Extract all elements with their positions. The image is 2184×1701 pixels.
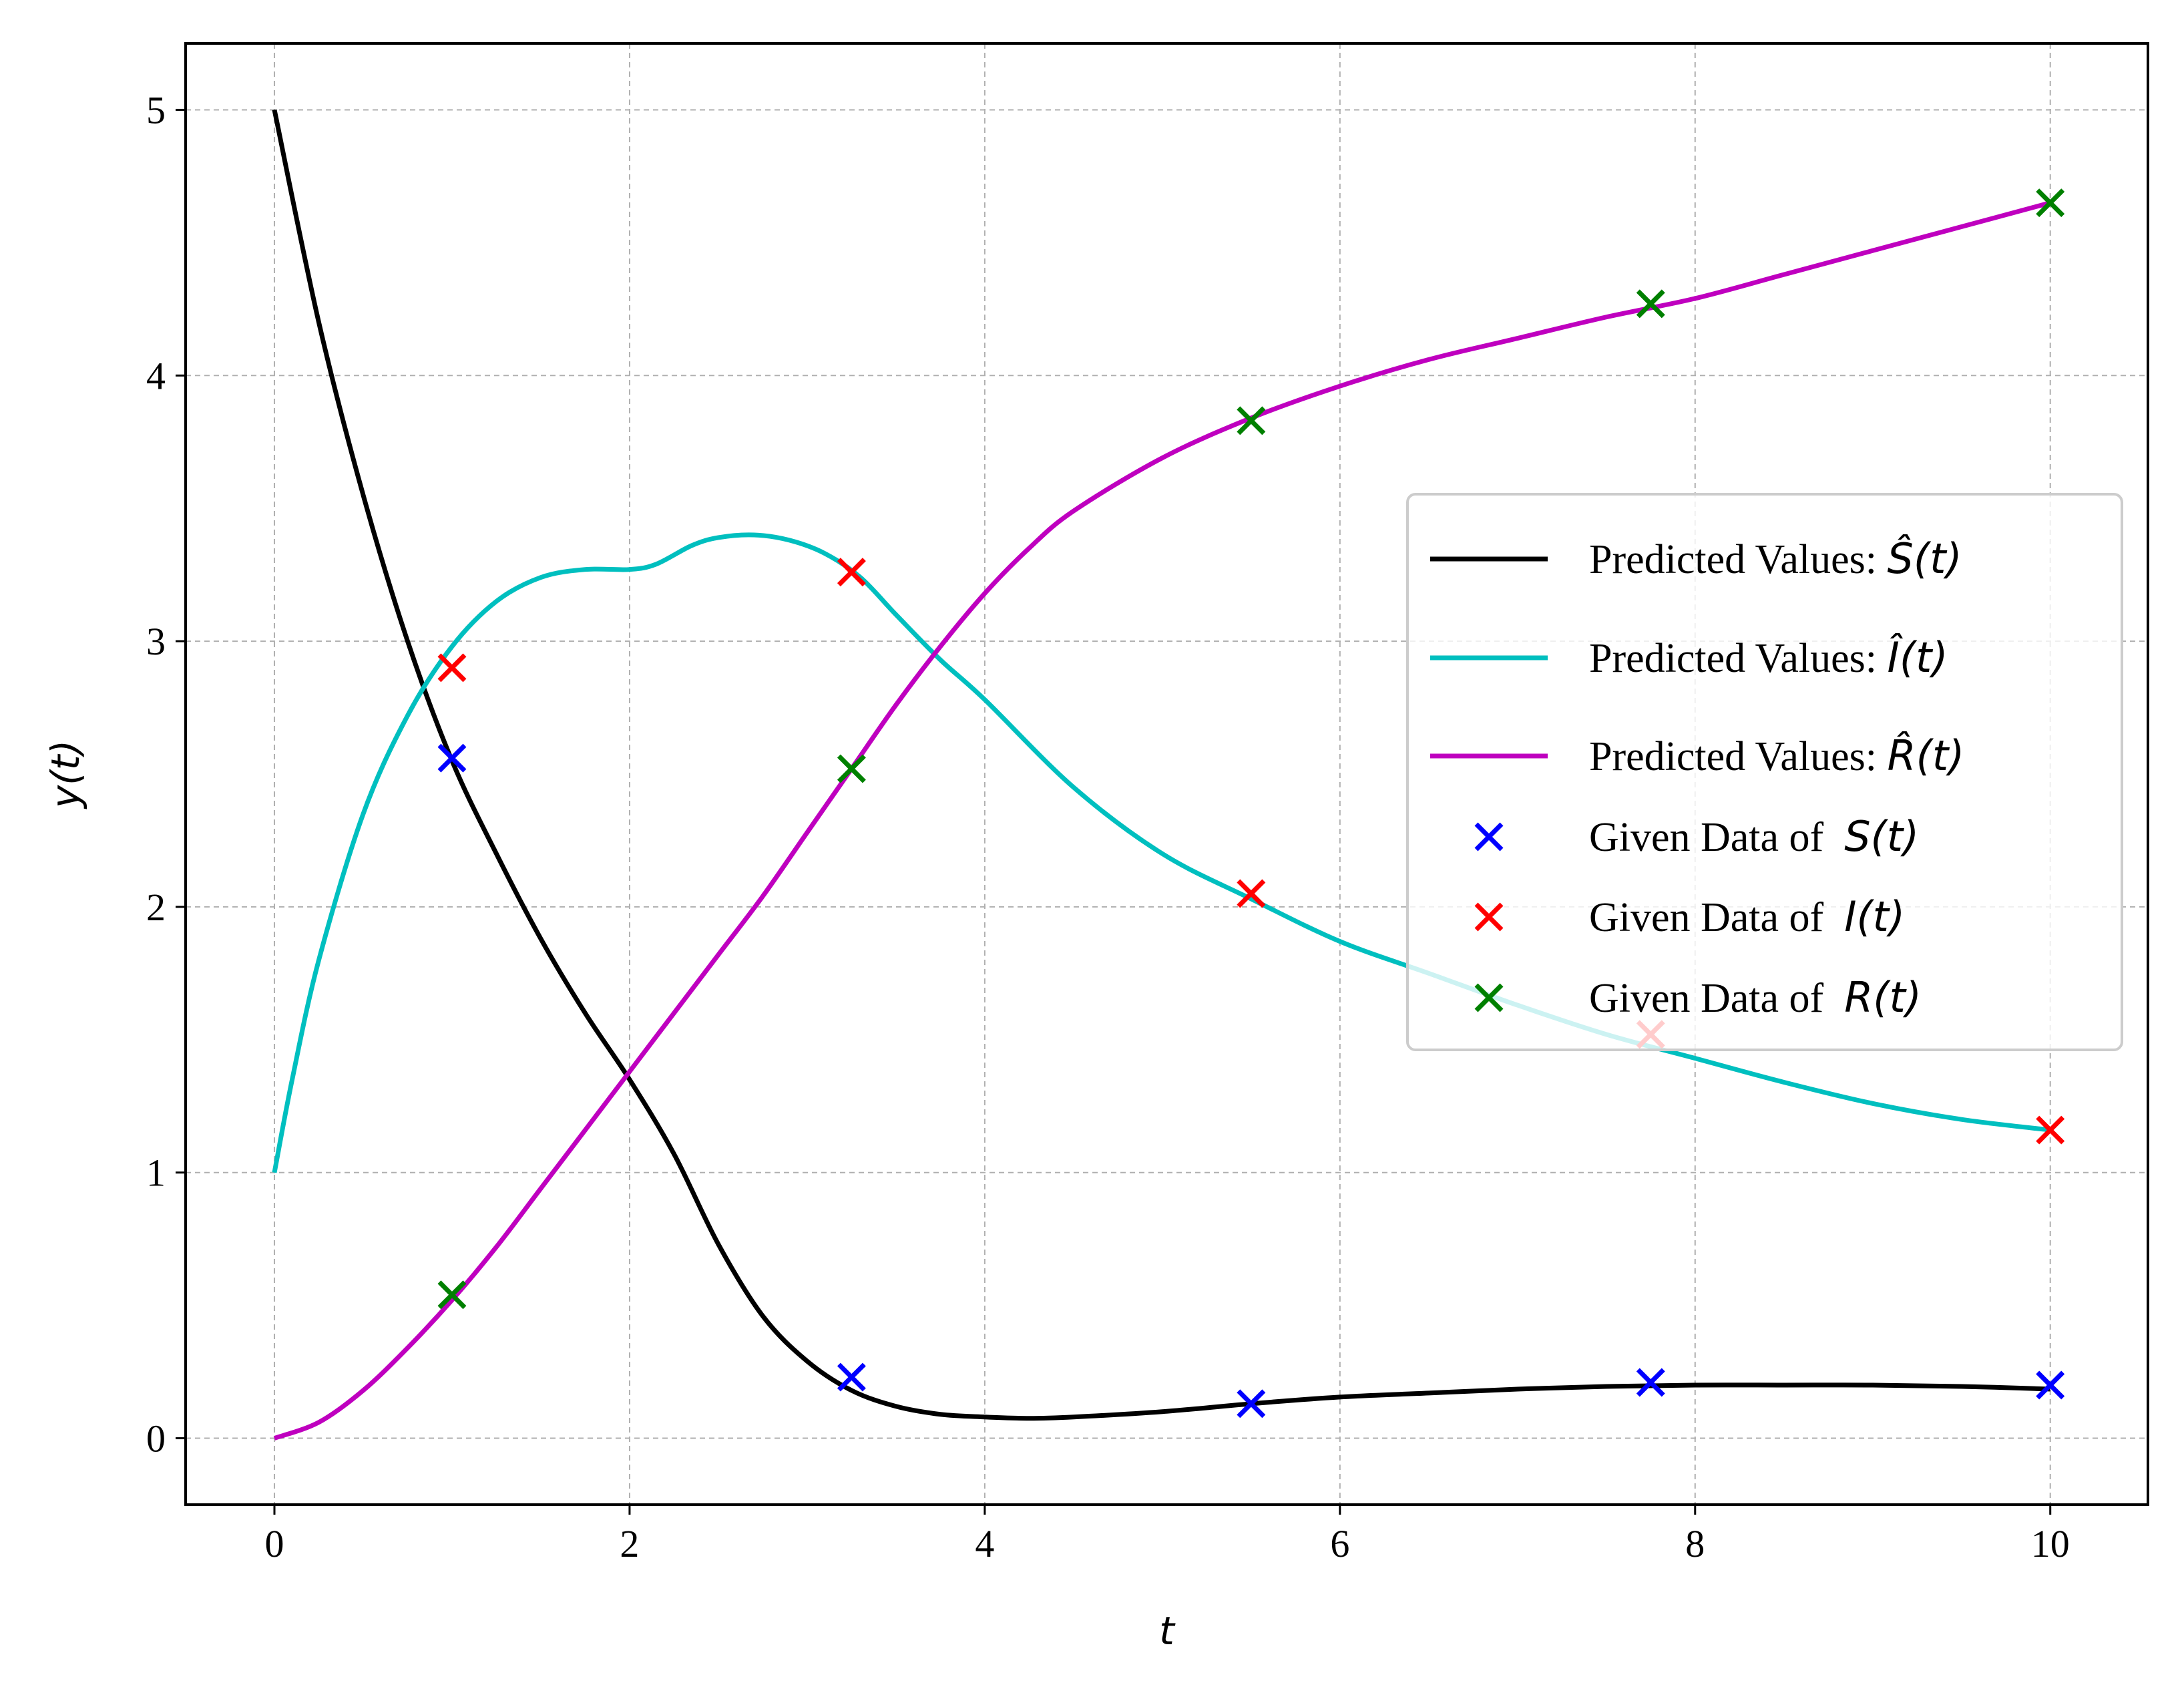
x-axis-label: t <box>1159 1608 1176 1654</box>
y-tick-label: 3 <box>146 620 166 663</box>
legend-label-prefix: Given Data of <box>1589 976 1844 1021</box>
legend-item: Predicted Values: Ŝ(t) <box>1430 534 1962 583</box>
x-tick-label: 10 <box>2031 1522 2070 1565</box>
data-point-series-5 <box>1636 289 1665 319</box>
data-point-series-5 <box>1237 406 1266 435</box>
legend-label-math: R̂(t) <box>1888 731 1965 780</box>
legend: Predicted Values: Ŝ(t)Predicted Values: … <box>1406 493 2123 1051</box>
legend-label-prefix: Predicted Values: <box>1589 537 1888 582</box>
data-point-series-3 <box>437 743 467 773</box>
data-point-series-3 <box>1636 1368 1665 1397</box>
legend-item: Given Data of I(t) <box>1474 892 1905 941</box>
data-point-series-4 <box>437 653 467 683</box>
legend-label-prefix: Predicted Values: <box>1589 636 1888 681</box>
y-tick-label: 2 <box>146 886 166 929</box>
data-point-series-3 <box>1237 1389 1266 1419</box>
legend-label: Given Data of R(t) <box>1589 973 1922 1022</box>
legend-label-math: R(t) <box>1844 973 1922 1022</box>
legend-label-prefix: Predicted Values: <box>1589 734 1888 779</box>
legend-label: Predicted Values: Î(t) <box>1589 633 1948 682</box>
y-tick-label: 4 <box>146 354 166 397</box>
legend-label-prefix: Given Data of <box>1589 815 1844 860</box>
legend-swatch-marker <box>1474 983 1504 1012</box>
x-tick-label: 2 <box>620 1522 639 1565</box>
data-point-series-3 <box>837 1362 866 1392</box>
legend-swatch-marker <box>1474 902 1504 932</box>
y-axis-label: y(t) <box>43 740 88 809</box>
legend-label-math: I(t) <box>1844 892 1905 941</box>
legend-item: Given Data of R(t) <box>1474 973 1922 1022</box>
legend-item: Given Data of S(t) <box>1474 812 1919 861</box>
x-tick-label: 6 <box>1330 1522 1349 1565</box>
legend-label-math: Î(t) <box>1888 633 1948 682</box>
data-point-series-5 <box>2036 188 2065 218</box>
data-point-series-5 <box>837 754 866 783</box>
axes-frame <box>184 42 2149 1506</box>
plot-area <box>272 109 2065 1441</box>
legend-item: Predicted Values: R̂(t) <box>1430 731 1964 780</box>
y-tick-label: 1 <box>146 1151 166 1195</box>
data-point-series-4 <box>837 558 866 587</box>
x-tick-label: 0 <box>264 1522 284 1565</box>
legend-label-math: Ŝ(t) <box>1888 534 1962 583</box>
x-tick-label: 8 <box>1685 1522 1705 1565</box>
y-tick-label: 5 <box>146 88 166 132</box>
data-point-series-4 <box>2036 1115 2065 1145</box>
data-point-series-4 <box>1237 879 1266 908</box>
data-point-series-3 <box>2036 1370 2065 1400</box>
y-tick-label: 0 <box>146 1417 166 1461</box>
x-tick-label: 4 <box>975 1522 994 1565</box>
legend-label-prefix: Given Data of <box>1589 895 1844 940</box>
series-line-0 <box>272 109 2050 1421</box>
legend-label: Predicted Values: R̂(t) <box>1589 731 1964 780</box>
data-point-series-5 <box>437 1280 467 1310</box>
ticks: 0 2 4 6 8 10 0 1 2 3 4 5 <box>146 88 2070 1565</box>
legend-box <box>1406 493 2123 1051</box>
legend-label-math: S(t) <box>1844 812 1919 861</box>
legend-label: Given Data of S(t) <box>1589 812 1919 861</box>
legend-swatch-marker <box>1474 822 1504 852</box>
legend-label: Predicted Values: Ŝ(t) <box>1589 534 1962 583</box>
legend-item: Predicted Values: Î(t) <box>1430 633 1948 682</box>
legend-label: Given Data of I(t) <box>1589 892 1905 941</box>
